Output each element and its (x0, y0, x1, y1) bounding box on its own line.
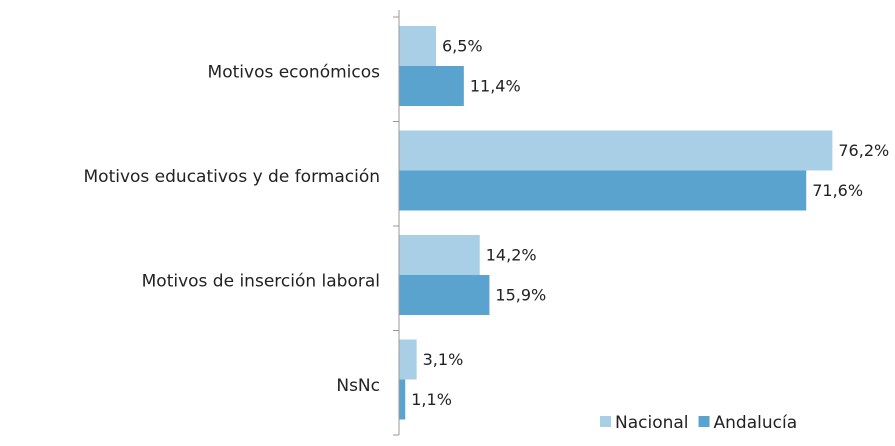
bar (399, 170, 807, 211)
bar (399, 66, 464, 106)
value-label: 15,9% (495, 286, 546, 305)
bar (399, 235, 480, 275)
category-label: Motivos económicos (208, 62, 381, 82)
value-label: 3,1% (423, 350, 464, 369)
legend-swatch (600, 416, 611, 427)
legend-swatch (698, 416, 710, 427)
value-label: 76,2% (838, 141, 889, 160)
category-label: Motivos de inserción laboral (142, 271, 380, 291)
bar (399, 339, 417, 380)
bar (399, 379, 406, 420)
category-label: Motivos educativos y de formación (84, 167, 381, 187)
category-label: NsNc (336, 376, 380, 396)
value-label: 71,6% (812, 181, 863, 200)
value-label: 6,5% (442, 37, 483, 56)
value-label: 14,2% (486, 246, 537, 265)
value-label: 1,1% (411, 390, 452, 409)
legend-label: Andalucía (714, 413, 798, 433)
value-label: 11,4% (470, 77, 521, 96)
bar (399, 26, 436, 66)
bar (399, 130, 833, 171)
bar (399, 275, 490, 315)
legend-label: Nacional (615, 413, 689, 433)
